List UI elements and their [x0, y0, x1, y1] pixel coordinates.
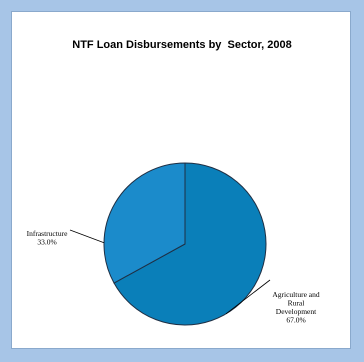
slice-value-label: 33.0%: [37, 238, 56, 247]
leader-line-1: [69, 229, 105, 244]
slice-value-label: 67.0%: [286, 316, 305, 325]
slice-category-label: Rural: [288, 299, 305, 308]
pie-slice-1: [103, 162, 186, 284]
slice-category-label: Infrastructure: [27, 229, 68, 238]
slice-category-label: Development: [276, 307, 317, 316]
leader-line-0: [225, 279, 271, 315]
chart-title: NTF Loan Disbursements by Sector, 2008: [72, 39, 292, 51]
slice-label-1: Infrastructure 33.0%: [27, 229, 68, 247]
pie-slice-0: [113, 162, 267, 326]
slice-label-0: Agriculture and Rural Development 67.0%: [272, 290, 320, 325]
pie-chart: Agriculture and Rural Development 67.0% Infr…: [27, 162, 320, 326]
slice-category-label: Agriculture and: [272, 290, 320, 299]
chart-panel: NTF Loan Disbursements by Sector, 2008 A…: [11, 11, 351, 349]
